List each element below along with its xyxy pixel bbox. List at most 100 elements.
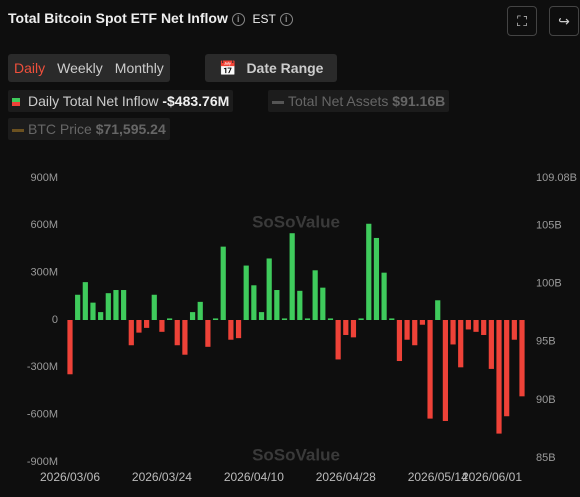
info-icon[interactable]: i bbox=[231, 12, 245, 26]
y-tick-label: -300M bbox=[27, 361, 58, 373]
bar bbox=[251, 285, 257, 320]
y-tick-label: -900M bbox=[27, 456, 58, 468]
bar bbox=[396, 320, 403, 362]
bar bbox=[427, 320, 433, 419]
tab[interactable]: Daily bbox=[14, 60, 46, 76]
share-button[interactable]: ↪ bbox=[549, 6, 579, 36]
date-range-label: Date Range bbox=[246, 60, 324, 76]
x-tick-label: 2026/04/28 bbox=[316, 470, 376, 484]
y2-tick-label: 105B bbox=[536, 219, 562, 231]
bar bbox=[327, 318, 334, 320]
legend-value: $91.16B bbox=[392, 93, 446, 109]
bar bbox=[266, 258, 272, 320]
bar bbox=[289, 233, 295, 320]
y-tick-label: 300M bbox=[30, 267, 58, 279]
bar bbox=[121, 290, 127, 320]
tab[interactable]: Monthly bbox=[114, 60, 164, 76]
legend-item[interactable]: Daily Total Net Inflow -$483.76M bbox=[8, 90, 234, 112]
bar bbox=[496, 320, 502, 434]
bar bbox=[274, 290, 280, 320]
bar bbox=[373, 237, 380, 320]
bar bbox=[488, 320, 494, 369]
tab[interactable]: Weekly bbox=[57, 60, 103, 76]
bar bbox=[366, 223, 372, 320]
legend-value: -$483.76M bbox=[162, 93, 230, 109]
bar bbox=[113, 290, 119, 320]
bar bbox=[458, 320, 464, 368]
legend-item[interactable]: Total Net Assets $91.16B bbox=[268, 90, 450, 112]
bar bbox=[144, 320, 150, 328]
bar bbox=[174, 320, 180, 346]
bar bbox=[212, 318, 219, 320]
bar bbox=[312, 270, 318, 320]
bar bbox=[412, 320, 418, 346]
bar bbox=[442, 320, 448, 421]
watermark: SoSoValue bbox=[252, 212, 340, 231]
bar bbox=[243, 265, 249, 320]
bar bbox=[519, 320, 525, 397]
tabs: Daily Weekly Monthly bbox=[8, 54, 170, 82]
bar bbox=[435, 300, 441, 320]
bar bbox=[358, 318, 364, 320]
bar bbox=[320, 287, 326, 320]
bar bbox=[465, 320, 471, 330]
fullscreen-button[interactable]: ⛶ bbox=[507, 6, 537, 36]
watermark: SoSoValue bbox=[252, 445, 340, 464]
bar bbox=[197, 301, 203, 320]
x-tick-label: 2026/06/01 bbox=[462, 470, 522, 484]
bar bbox=[304, 318, 311, 320]
bar bbox=[350, 320, 357, 338]
bar bbox=[450, 320, 456, 345]
y-tick-label: -600M bbox=[27, 409, 58, 421]
bar bbox=[419, 320, 426, 325]
bar bbox=[205, 320, 211, 347]
bar bbox=[258, 312, 265, 320]
bar bbox=[481, 320, 487, 335]
x-tick-label: 2026/03/06 bbox=[40, 470, 100, 484]
date-range-button[interactable]: 📅 Date Range bbox=[205, 54, 337, 82]
bar bbox=[159, 320, 165, 332]
bar bbox=[504, 320, 510, 417]
bar bbox=[166, 318, 173, 320]
bar bbox=[228, 320, 234, 340]
bar bbox=[335, 320, 341, 360]
legend-item[interactable]: BTC Price $71,595.24 bbox=[8, 118, 170, 140]
x-tick-label: 2026/05/14 bbox=[408, 470, 468, 484]
y-tick-label: 600M bbox=[30, 219, 58, 231]
bar bbox=[189, 312, 196, 320]
bar bbox=[151, 294, 157, 320]
bar bbox=[90, 302, 96, 320]
y2-tick-label: 100B bbox=[536, 278, 562, 290]
bar bbox=[511, 320, 517, 340]
bar bbox=[136, 320, 142, 333]
info-icon[interactable]: i bbox=[279, 12, 293, 26]
bar bbox=[473, 320, 479, 332]
bar bbox=[381, 272, 387, 320]
y2-tick-label: 85B bbox=[536, 452, 556, 464]
legend-name: Daily Total Net Inflow bbox=[28, 93, 159, 109]
x-tick-label: 2026/03/24 bbox=[132, 470, 192, 484]
bar bbox=[297, 290, 303, 320]
y2-tick-label: 109.08B bbox=[536, 172, 577, 184]
bar bbox=[82, 282, 88, 320]
legend-name: BTC Price bbox=[28, 121, 92, 137]
bar bbox=[67, 320, 73, 375]
y-tick-label: 900M bbox=[30, 172, 58, 184]
bar bbox=[182, 320, 188, 355]
legend-name: Total Net Assets bbox=[288, 93, 389, 109]
title: Total Bitcoin Spot ETF Net Inflow bbox=[8, 10, 228, 26]
header: Total Bitcoin Spot ETF Net Inflow i EST … bbox=[8, 10, 293, 26]
bar bbox=[235, 320, 242, 339]
bar bbox=[105, 293, 111, 320]
bar bbox=[404, 320, 410, 340]
bar bbox=[220, 246, 226, 320]
timezone: EST bbox=[252, 12, 276, 26]
legend-value: $71,595.24 bbox=[95, 121, 166, 137]
x-tick-label: 2026/04/10 bbox=[224, 470, 284, 484]
bar bbox=[98, 312, 104, 320]
bar bbox=[128, 320, 134, 346]
y2-tick-label: 90B bbox=[536, 394, 556, 406]
y-tick-label: 0 bbox=[52, 314, 58, 326]
